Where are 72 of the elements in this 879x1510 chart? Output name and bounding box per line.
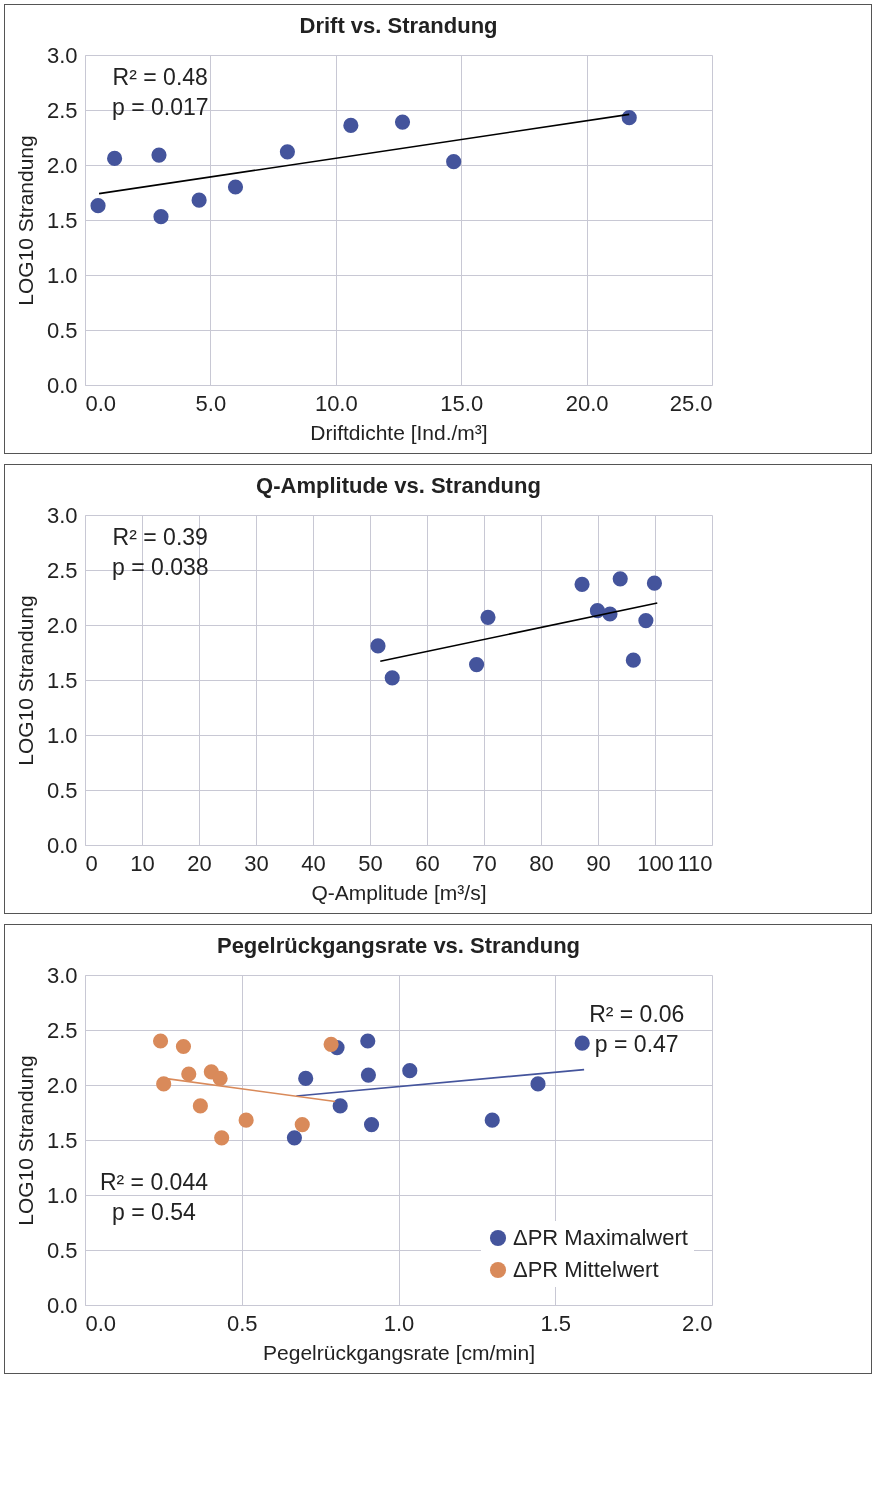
annotation: p = 0.54 [112,1198,197,1225]
legend-label: ΔPR Maximalwert [513,1225,688,1250]
y-axis-title: LOG10 Strandung [13,135,37,306]
annotation: R² = 0.06 [589,1000,685,1027]
annotation: R² = 0.044 [99,1168,209,1195]
x-tick-label: 5.0 [195,390,227,416]
y-axis-title: LOG10 Strandung [13,595,37,766]
x-tick-label: 20 [187,850,212,876]
annotation: p = 0.47 [594,1030,679,1057]
y-tick-label: 2.5 [46,557,78,583]
y-tick-label: 2.5 [46,97,78,123]
annotation: R² = 0.48 [112,64,208,91]
x-tick-label: 1.0 [383,1310,415,1336]
x-tick-label: 15.0 [440,390,484,416]
point [469,657,485,673]
x-tick-label: 2.0 [681,1310,713,1336]
x-tick-label: 70 [472,850,497,876]
chart-title: Pegelrückgangsrate vs. Strandung [216,933,581,958]
x-axis-title: Pegelrückgangsrate [cm/min] [263,1340,535,1364]
y-tick-label: 0.0 [46,372,78,398]
y-tick-label: 1.0 [46,1182,78,1208]
x-tick-label: 90 [586,850,611,876]
y-tick-label: 3.0 [46,502,78,528]
y-tick-label: 0.0 [46,832,78,858]
annotation: R² = 0.39 [112,524,208,551]
y-tick-label: 2.0 [46,152,78,178]
x-axis-title: Q-Amplitude [m³/s] [311,880,487,904]
x-tick-label: 0.0 [85,1310,117,1336]
annotation: p = 0.017 [111,94,209,121]
y-tick-label: 1.5 [46,1127,78,1153]
x-tick-label: 10 [130,850,155,876]
annotation: p = 0.038 [111,554,209,581]
x-tick-label: 50 [358,850,383,876]
x-tick-label: 40 [301,850,326,876]
point [574,576,590,592]
x-tick-label: 60 [415,850,440,876]
x-tick-label: 0.5 [226,1310,258,1336]
point [646,575,663,591]
y-tick-label: 0.5 [46,1237,78,1263]
point [625,652,641,668]
y-tick-label: 0.5 [46,777,78,803]
x-tick-label: 1.5 [540,1310,572,1336]
point [612,571,628,587]
y-tick-label: 1.5 [46,667,78,693]
point [480,609,496,625]
x-tick-label: 80 [529,850,554,876]
x-tick-label: 20.0 [565,390,609,416]
y-tick-label: 1.0 [46,262,78,288]
y-tick-label: 0.5 [46,317,78,343]
point [370,638,386,654]
y-tick-label: 2.0 [46,1072,78,1098]
y-tick-label: 1.0 [46,722,78,748]
chart-title: Drift vs. Strandung [299,13,498,38]
x-tick-label: 0 [85,850,98,876]
y-tick-label: 2.0 [46,612,78,638]
chart-title: Q-Amplitude vs. Strandung [256,473,541,498]
x-tick-label: 25.0 [669,390,713,416]
point [384,670,400,686]
y-tick-label: 1.5 [46,207,78,233]
y-tick-label: 3.0 [46,962,78,988]
y-axis-title: LOG10 Strandung [13,1055,37,1226]
y-tick-label: 2.5 [46,1017,78,1043]
x-tick-label: 30 [244,850,269,876]
x-tick-label: 100 [637,850,674,876]
x-tick-label: 110 [677,850,713,876]
legend-label: ΔPR Mittelwert [513,1257,659,1282]
x-axis-title: Driftdichte [Ind./m³] [310,420,488,444]
point [638,613,654,629]
y-tick-label: 3.0 [46,42,78,68]
x-tick-label: 10.0 [314,390,358,416]
y-tick-label: 0.0 [46,1292,78,1318]
x-tick-label: 0.0 [85,390,117,416]
